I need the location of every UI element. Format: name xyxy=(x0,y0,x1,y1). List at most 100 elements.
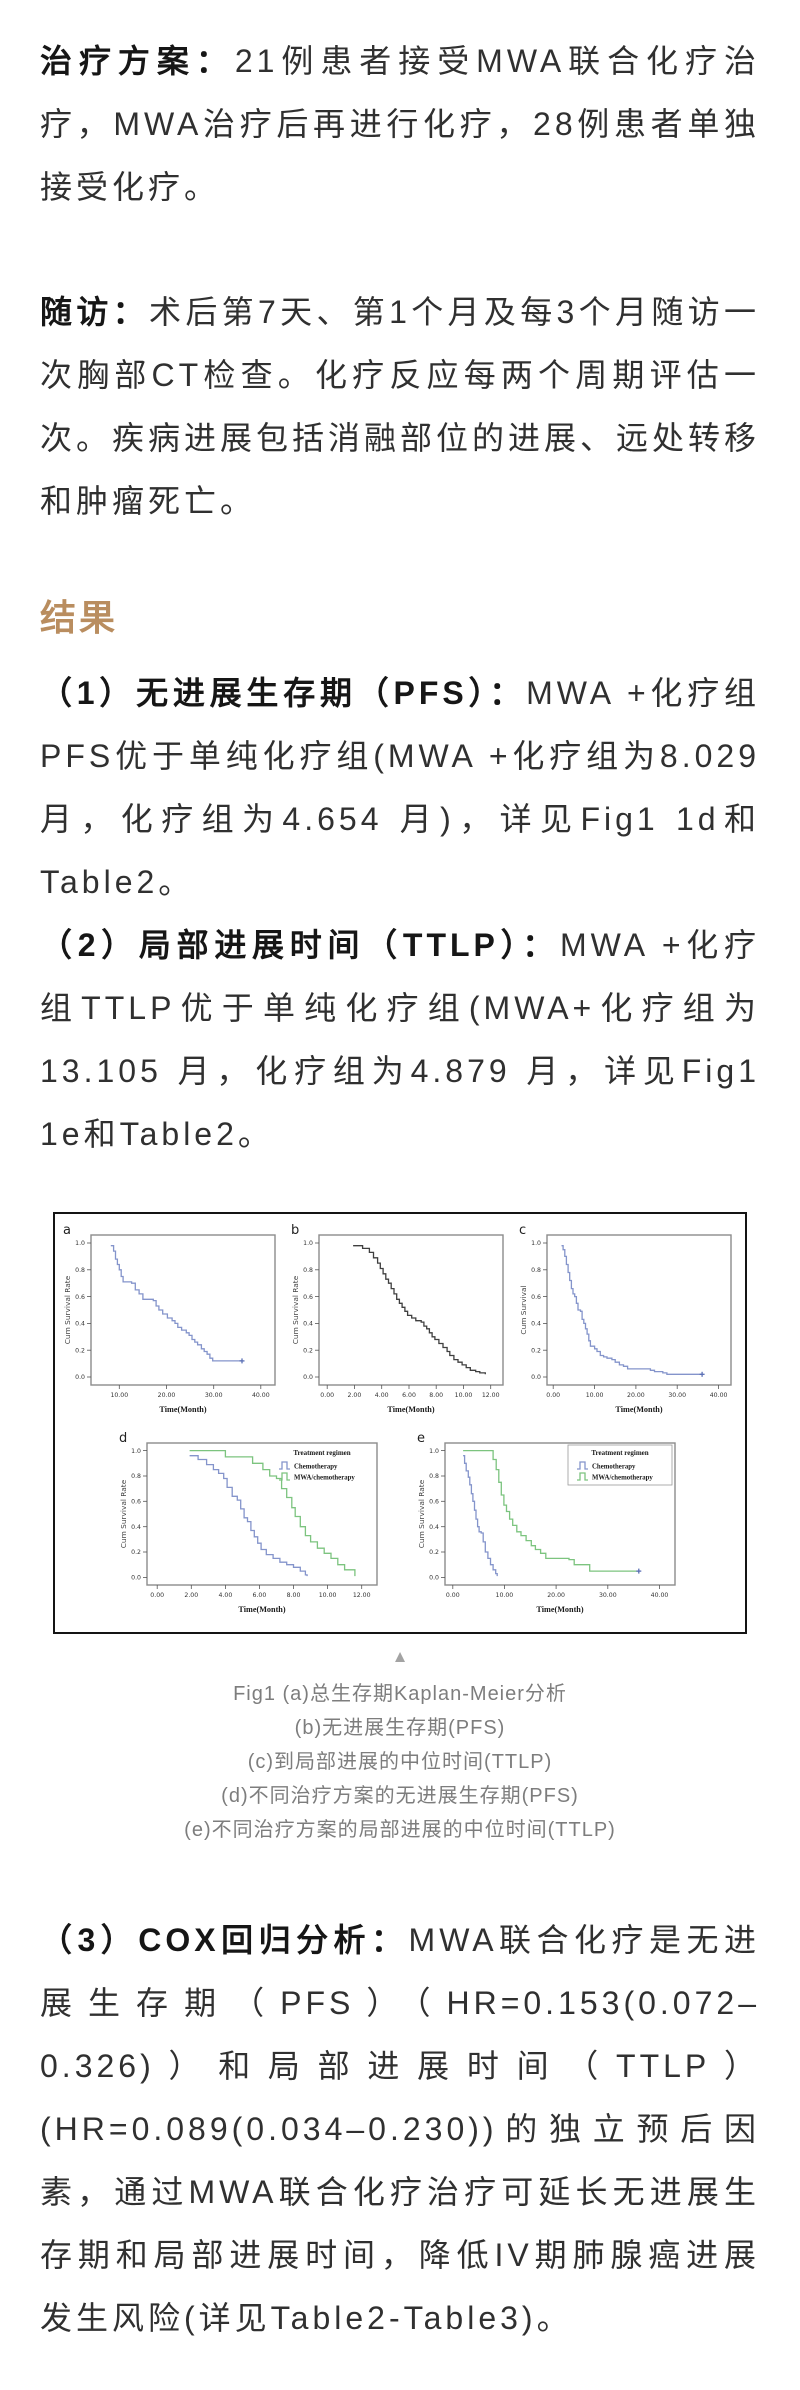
svg-text:0.2: 0.2 xyxy=(303,1347,313,1354)
svg-text:0.0: 0.0 xyxy=(75,1374,85,1381)
treatment-plan-label: 治疗方案： xyxy=(40,43,235,79)
followup-label: 随访： xyxy=(40,294,149,330)
paragraph-result-ttlp: （2）局部进展时间（TTLP）：MWA +化疗组TTLP优于单纯化疗组(MWA+… xyxy=(40,914,760,1166)
km-panel-a: a 0.0 0.2 0.4 0.6 0.8 1.0 10.00 20.00 30.00 40.00 T… xyxy=(61,1221,283,1420)
svg-text:6.00: 6.00 xyxy=(253,1592,267,1599)
svg-text:0.0: 0.0 xyxy=(531,1374,541,1381)
result-ttlp-text: MWA +化疗组TTLP优于单纯化疗组(MWA+化疗组为13.105 月，化疗组… xyxy=(40,926,760,1152)
svg-text:e: e xyxy=(417,1431,425,1446)
svg-text:0.6: 0.6 xyxy=(531,1294,541,1301)
svg-text:40.00: 40.00 xyxy=(252,1392,270,1399)
caption-line-a: Fig1 (a)总生存期Kaplan-Meier分析 xyxy=(233,1682,567,1705)
svg-text:Treatment regimen: Treatment regimen xyxy=(591,1449,648,1457)
result-pfs-label: （1）无进展生存期（PFS）： xyxy=(40,674,527,711)
section-title-results: 结果 xyxy=(40,598,119,638)
km-panel-b: b 0.0 0.2 0.4 0.6 0.8 1.0 0.00 2.00 4.00 6.00 8.00 1… xyxy=(289,1221,511,1420)
figure1-top-row: a 0.0 0.2 0.4 0.6 0.8 1.0 10.00 20.00 30.00 40.00 T… xyxy=(55,1221,745,1420)
svg-text:10.00: 10.00 xyxy=(455,1392,473,1399)
svg-text:MWA/chemotherapy: MWA/chemotherapy xyxy=(592,1474,653,1481)
svg-text:0.4: 0.4 xyxy=(303,1320,313,1327)
svg-text:4.00: 4.00 xyxy=(219,1592,233,1599)
svg-text:0.6: 0.6 xyxy=(75,1294,85,1301)
km-chart-d: d 0.0 0.2 0.4 0.6 0.8 1.0 0.00 2.00 4.00 6.00 8.00 1… xyxy=(119,1431,378,1614)
svg-text:1.0: 1.0 xyxy=(303,1240,313,1247)
svg-text:0.00: 0.00 xyxy=(446,1592,460,1599)
svg-text:0.0: 0.0 xyxy=(131,1574,141,1581)
km-chart-c: c 0.0 0.2 0.4 0.6 0.8 1.0 0.00 10.00 20.00 30.00 40… xyxy=(519,1223,732,1414)
svg-text:0.4: 0.4 xyxy=(75,1320,85,1327)
svg-text:Cum Survival Rate: Cum Survival Rate xyxy=(119,1479,128,1548)
svg-text:0.6: 0.6 xyxy=(429,1498,439,1505)
result-cox-label: （3）COX回归分析： xyxy=(40,1921,409,1958)
svg-text:0.6: 0.6 xyxy=(303,1294,313,1301)
svg-text:20.00: 20.00 xyxy=(627,1392,645,1399)
svg-text:2.00: 2.00 xyxy=(184,1592,198,1599)
paragraph-followup: 随访：术后第7天、第1个月及每3个月随访一次胸部CT检查。化疗反应每两个周期评估… xyxy=(40,281,760,533)
svg-text:0.2: 0.2 xyxy=(131,1549,141,1556)
svg-text:6.00: 6.00 xyxy=(402,1392,416,1399)
svg-text:2.00: 2.00 xyxy=(348,1392,362,1399)
svg-text:20.00: 20.00 xyxy=(547,1592,565,1599)
caption-line-d: (d)不同治疗方案的无进展生存期(PFS) xyxy=(221,1784,579,1807)
svg-text:10.00: 10.00 xyxy=(110,1392,128,1399)
svg-text:0.0: 0.0 xyxy=(429,1574,439,1581)
svg-text:Chemotherapy: Chemotherapy xyxy=(294,1463,338,1470)
svg-text:Cum Survival: Cum Survival xyxy=(519,1285,528,1334)
svg-text:Time(Month): Time(Month) xyxy=(387,1405,434,1414)
svg-text:0.6: 0.6 xyxy=(131,1498,141,1505)
svg-text:10.00: 10.00 xyxy=(586,1392,604,1399)
svg-text:12.00: 12.00 xyxy=(482,1392,500,1399)
figure1-bottom-row: d 0.0 0.2 0.4 0.6 0.8 1.0 0.00 2.00 4.00 6.00 8.00 1… xyxy=(55,1429,745,1620)
collapse-arrow-icon[interactable]: ▲ xyxy=(391,1646,409,1666)
svg-text:Cum Survival Rate: Cum Survival Rate xyxy=(291,1275,300,1344)
svg-text:10.00: 10.00 xyxy=(496,1592,514,1599)
km-panel-e: e 0.0 0.2 0.4 0.6 0.8 1.0 0.00 10.00 20.00 30.00 40… xyxy=(415,1429,683,1620)
svg-text:20.00: 20.00 xyxy=(158,1392,176,1399)
svg-text:40.00: 40.00 xyxy=(651,1592,669,1599)
svg-text:0.2: 0.2 xyxy=(75,1347,85,1354)
svg-text:4.00: 4.00 xyxy=(375,1392,389,1399)
svg-text:MWA/chemotherapy: MWA/chemotherapy xyxy=(294,1474,355,1481)
svg-text:10.00: 10.00 xyxy=(319,1592,337,1599)
km-chart-e: e 0.0 0.2 0.4 0.6 0.8 1.0 0.00 10.00 20.00 30.00 40… xyxy=(417,1431,676,1614)
svg-text:Time(Month): Time(Month) xyxy=(238,1605,285,1614)
svg-text:0.2: 0.2 xyxy=(429,1549,439,1556)
svg-text:Time(Month): Time(Month) xyxy=(615,1405,662,1414)
svg-text:Chemotherapy: Chemotherapy xyxy=(592,1463,636,1470)
svg-text:Treatment regimen: Treatment regimen xyxy=(293,1449,350,1457)
svg-text:0.2: 0.2 xyxy=(531,1347,541,1354)
svg-text:0.00: 0.00 xyxy=(150,1592,164,1599)
treatment-plan-text: 21例患者接受MWA联合化疗治疗，MWA治疗后再进行化疗，28例患者单独接受化疗… xyxy=(40,43,760,205)
km-panel-d: d 0.0 0.2 0.4 0.6 0.8 1.0 0.00 2.00 4.00 6.00 8.00 1… xyxy=(117,1429,385,1620)
svg-text:1.0: 1.0 xyxy=(531,1240,541,1247)
svg-text:Time(Month): Time(Month) xyxy=(159,1405,206,1414)
km-panel-c: c 0.0 0.2 0.4 0.6 0.8 1.0 0.00 10.00 20.00 30.00 40… xyxy=(517,1221,739,1420)
svg-text:30.00: 30.00 xyxy=(668,1392,686,1399)
svg-text:Cum Survival Rate: Cum Survival Rate xyxy=(63,1275,72,1344)
result-cox-text: MWA联合化疗是无进展生存期（PFS）（HR=0.153(0.072–0.326… xyxy=(40,1921,760,2336)
svg-text:1.0: 1.0 xyxy=(131,1448,141,1455)
result-pfs-text: MWA +化疗组PFS优于单纯化疗组(MWA +化疗组为8.029月，化疗组为4… xyxy=(40,674,760,900)
svg-text:0.8: 0.8 xyxy=(531,1267,541,1274)
svg-text:a: a xyxy=(63,1223,71,1238)
svg-text:0.8: 0.8 xyxy=(75,1267,85,1274)
svg-text:Time(Month): Time(Month) xyxy=(536,1605,583,1614)
svg-text:0.8: 0.8 xyxy=(131,1473,141,1480)
followup-text: 术后第7天、第1个月及每3个月随访一次胸部CT检查。化疗反应每两个周期评估一次。… xyxy=(40,294,761,519)
result-ttlp-label: （2）局部进展时间（TTLP）： xyxy=(40,926,561,963)
svg-text:0.0: 0.0 xyxy=(303,1374,313,1381)
svg-text:8.00: 8.00 xyxy=(429,1392,443,1399)
svg-text:30.00: 30.00 xyxy=(599,1592,617,1599)
svg-text:0.4: 0.4 xyxy=(131,1524,141,1531)
svg-text:0.00: 0.00 xyxy=(546,1392,560,1399)
svg-text:Cum Survival Rate: Cum Survival Rate xyxy=(417,1479,426,1548)
svg-text:40.00: 40.00 xyxy=(710,1392,728,1399)
caption-line-e: (e)不同治疗方案的局部进展的中位时间(TTLP) xyxy=(184,1818,616,1841)
paragraph-result-pfs: （1）无进展生存期（PFS）：MWA +化疗组PFS优于单纯化疗组(MWA +化… xyxy=(40,662,760,914)
svg-text:b: b xyxy=(291,1223,299,1238)
svg-text:12.00: 12.00 xyxy=(353,1592,371,1599)
svg-text:0.8: 0.8 xyxy=(429,1473,439,1480)
svg-text:0.4: 0.4 xyxy=(531,1320,541,1327)
svg-text:c: c xyxy=(519,1223,526,1238)
